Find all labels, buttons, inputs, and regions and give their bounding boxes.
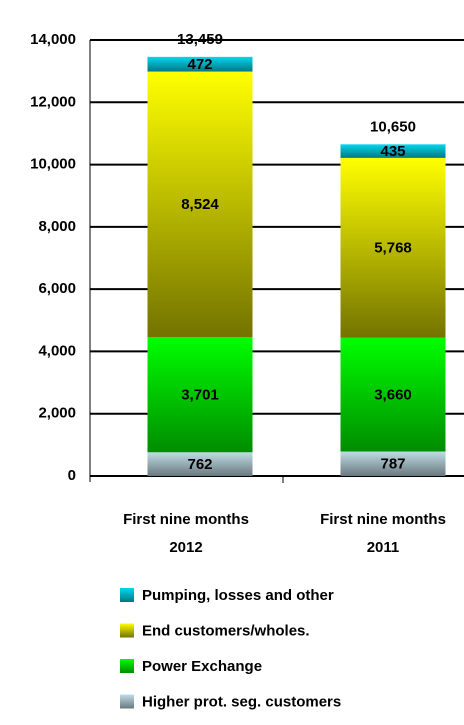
- y-tick-label: 6,000: [38, 280, 76, 297]
- x-tick-label: First nine months: [123, 511, 249, 528]
- total-label: 10,650: [370, 118, 416, 135]
- bar-segment: [340, 144, 446, 158]
- total-label: 13,459: [177, 31, 223, 48]
- legend-label: End customers/wholes.: [142, 622, 310, 639]
- y-tick-label: 4,000: [38, 342, 76, 359]
- y-tick-label: 14,000: [30, 31, 76, 48]
- legend-label: Pumping, losses and other: [142, 587, 334, 604]
- y-tick-label: 0: [68, 467, 76, 484]
- legend-swatch: [120, 588, 134, 602]
- value-label: 787: [380, 456, 405, 473]
- legend-swatch: [120, 623, 134, 638]
- value-label: 3,701: [181, 387, 219, 404]
- legend-label: Power Exchange: [142, 658, 262, 675]
- legend-label: Higher prot. seg. customers: [142, 693, 341, 710]
- value-label: 3,660: [374, 386, 412, 403]
- y-tick-label: 8,000: [38, 218, 76, 235]
- bar-segment: [340, 451, 446, 476]
- x-tick-label: 2012: [169, 539, 202, 556]
- x-tick-label: 2011: [367, 539, 400, 556]
- value-label: 5,768: [374, 240, 412, 257]
- value-label: 762: [187, 456, 212, 473]
- bar-segment: [147, 452, 253, 476]
- legend-swatch: [120, 659, 134, 673]
- bar-segment: [147, 337, 253, 453]
- value-label: 472: [187, 56, 212, 73]
- bar-segment: [147, 56, 253, 72]
- legend-swatch: [120, 694, 134, 709]
- y-tick-label: 12,000: [30, 93, 76, 110]
- value-label: 8,524: [181, 196, 219, 213]
- value-label: 435: [380, 143, 405, 160]
- x-tick-label: First nine months: [320, 511, 446, 528]
- bar-segment: [147, 71, 253, 338]
- bar-segment: [340, 157, 446, 338]
- bar-segment: [340, 337, 446, 452]
- y-tick-label: 2,000: [38, 405, 76, 422]
- y-tick-label: 10,000: [30, 156, 76, 173]
